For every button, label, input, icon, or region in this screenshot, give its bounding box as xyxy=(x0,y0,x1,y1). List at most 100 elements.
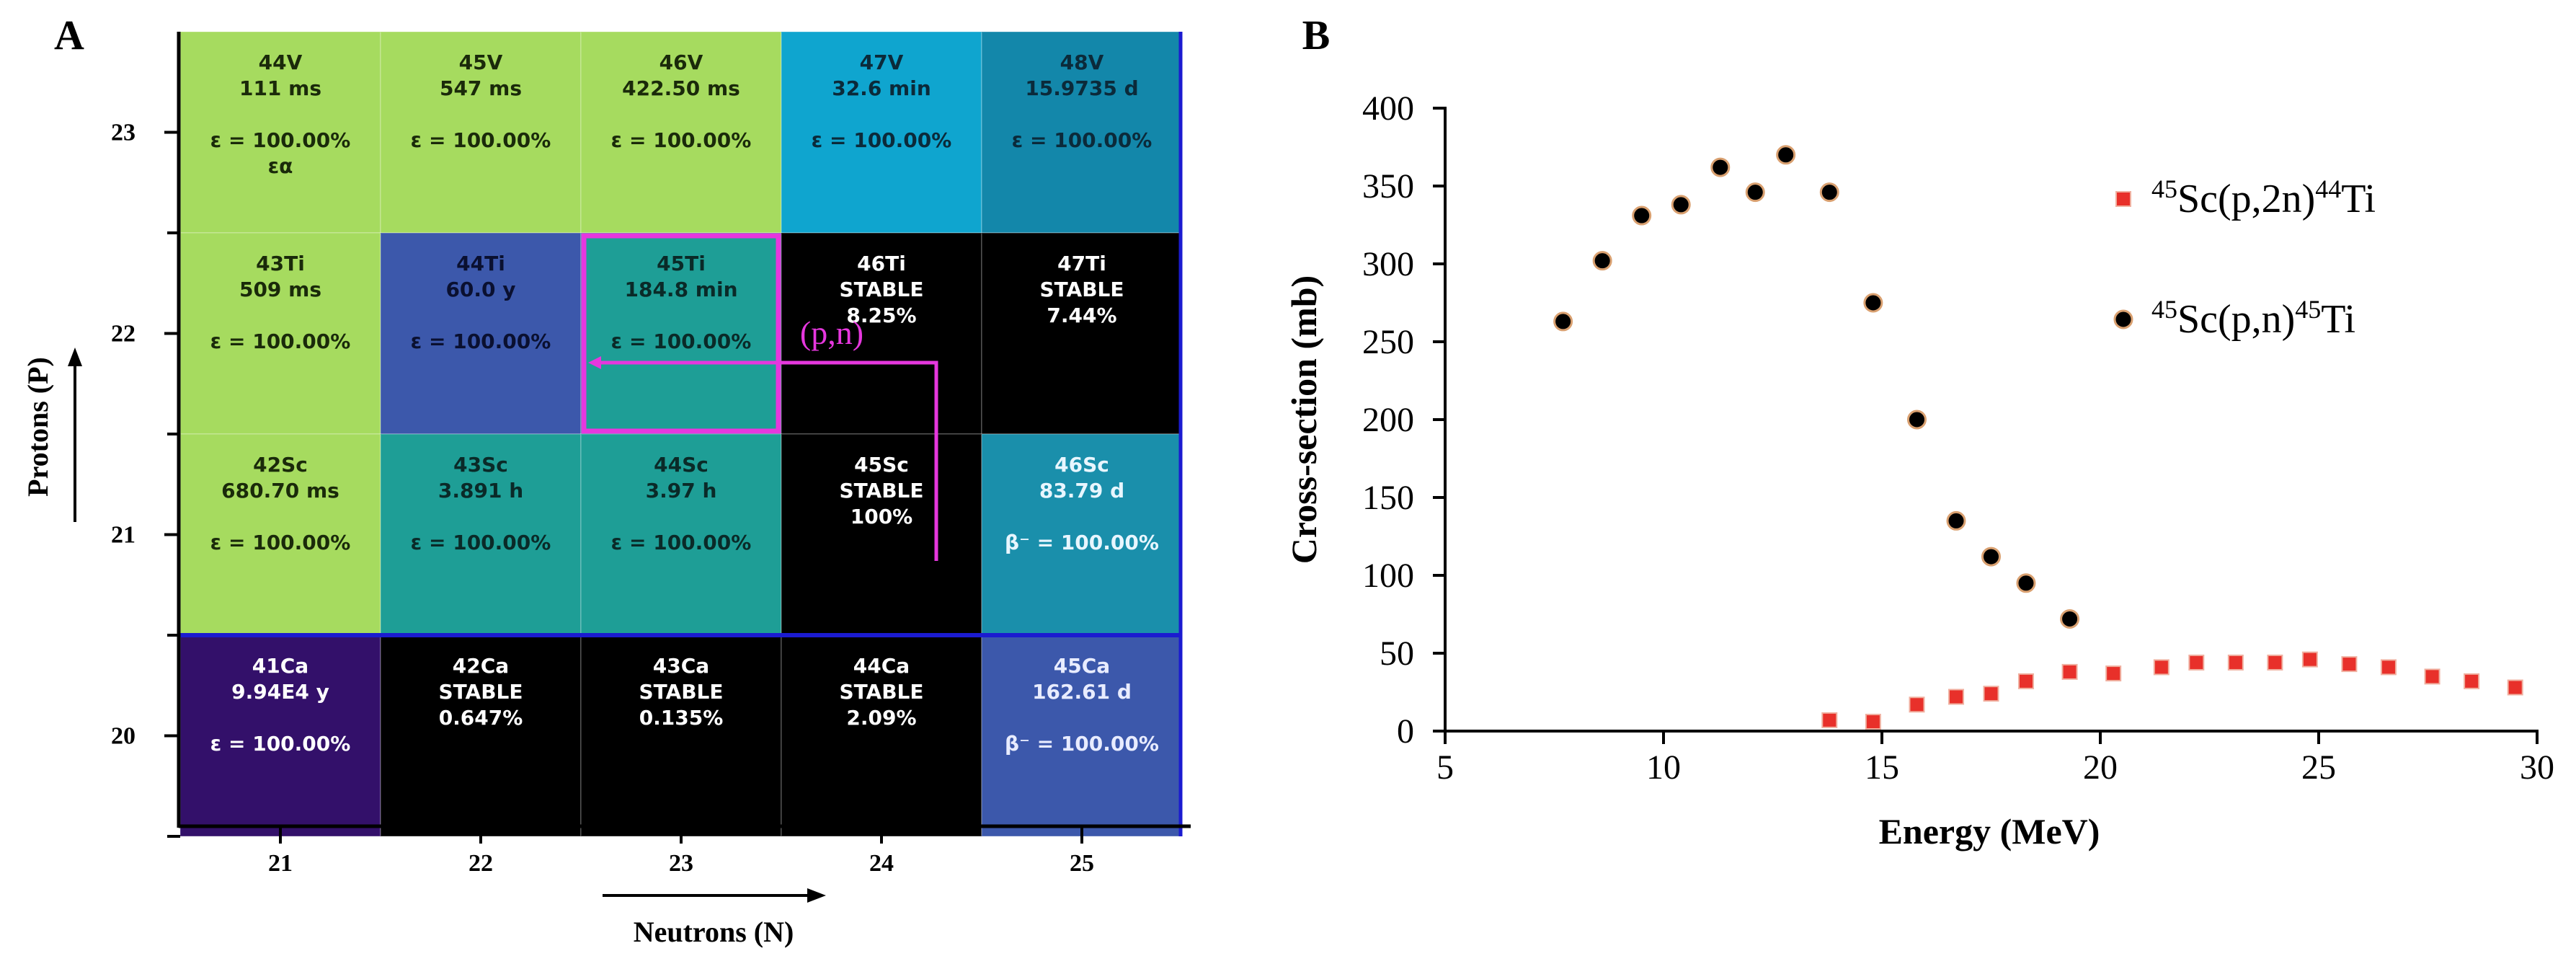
nuclide-name: 47Ti xyxy=(1057,252,1106,275)
pn-data-point xyxy=(1776,145,1796,165)
nuclide-cell-bg xyxy=(981,232,1183,435)
nuclide-property: ε = 100.00% xyxy=(210,531,351,554)
45ti-highlight-box xyxy=(581,233,781,434)
legend-text: Sc(p,2n) xyxy=(2177,177,2315,221)
x-tick-label: 23 xyxy=(669,850,693,877)
legend-text: Ti xyxy=(2341,177,2376,221)
b-y-tick-label: 350 xyxy=(1362,167,1414,205)
p2n-data-point xyxy=(2061,663,2078,680)
legend-superscript: 45 xyxy=(2295,295,2321,324)
b-y-axis-label: Cross-section (mb) xyxy=(1284,275,1324,564)
p2n-data-point xyxy=(2341,656,2358,673)
nuclide-property: 509 ms xyxy=(239,278,321,301)
nuclide-property: 8.25% xyxy=(846,304,916,327)
x-tick-label: 21 xyxy=(268,850,293,877)
nuclide-property: ε = 100.00% xyxy=(411,531,551,554)
nuclide-name: 43Ca xyxy=(653,654,709,678)
nuclide-name: 46Ti xyxy=(857,252,906,275)
b-x-tick-label: 15 xyxy=(1865,748,1899,787)
nuclide-cell-bg xyxy=(179,31,381,234)
nuclide-property: 32.6 min xyxy=(832,76,931,100)
nuclide-cell-bg xyxy=(380,31,582,234)
legend-label: 45Sc(p,2n)44Ti xyxy=(2151,174,2376,221)
nuclide-property: STABLE xyxy=(839,479,923,503)
nuclide-cell-bg xyxy=(781,634,982,837)
p2n-data-point xyxy=(2380,659,2397,676)
nuclide-cell-bg xyxy=(981,31,1183,234)
nuclide-property: 111 ms xyxy=(239,76,321,100)
legend-label: 45Sc(p,n)45Ti xyxy=(2151,295,2355,342)
reaction-arrow-line xyxy=(601,360,938,561)
x-tick-label: 25 xyxy=(1070,850,1094,877)
nuclide-property: 9.94E4 y xyxy=(231,680,329,704)
nuclide-property: 7.44% xyxy=(1047,304,1116,327)
pn-data-point xyxy=(1981,547,2001,567)
nuclide-property: ε = 100.00% xyxy=(611,128,752,152)
nuclide-cell: 44Ti 60.0 y ε = 100.00% xyxy=(380,232,582,435)
p2n-data-point xyxy=(1865,714,1881,730)
pn-data-point xyxy=(1946,510,1966,531)
y-tick-label: 23 xyxy=(111,120,136,146)
nuclide-property: ε = 100.00% xyxy=(411,329,551,353)
nuclide-cell-bg xyxy=(781,433,982,636)
nuclide-property: 83.79 d xyxy=(1039,479,1124,503)
p2n-data-point xyxy=(1948,689,1965,705)
b-x-tick-label: 30 xyxy=(2520,748,2554,787)
nuclide-cell-bg xyxy=(179,433,381,636)
panel-b-data-points xyxy=(1553,145,2523,730)
nuclide-property: 0.135% xyxy=(639,706,724,730)
reaction-highlight: (p,n) xyxy=(180,32,1183,836)
nuclide-cell-bg xyxy=(981,433,1183,636)
x-tick-label: 22 xyxy=(468,850,493,877)
nuclide-name: 42Sc xyxy=(253,453,308,477)
pn-data-point xyxy=(2016,573,2036,593)
nuclide-name: 45Sc xyxy=(854,453,909,477)
b-x-tick-label: 20 xyxy=(2083,748,2118,787)
legend-superscript: 44 xyxy=(2315,174,2341,203)
nuclide-property: 3.97 h xyxy=(646,479,717,503)
legend-square-marker xyxy=(2115,191,2131,207)
nuclide-name: 44Ti xyxy=(456,252,505,275)
pn-data-point xyxy=(1671,195,1691,215)
nuclide-name: 46Sc xyxy=(1054,453,1109,477)
pn-data-point xyxy=(1819,182,1839,203)
nuclide-cell-bg xyxy=(179,634,381,837)
nuclide-cell: 45Ti 184.8 min ε = 100.00% xyxy=(580,232,782,435)
b-y-tick-label: 400 xyxy=(1362,89,1414,128)
nuclide-cell-bg xyxy=(380,634,582,837)
reaction-arrow-head xyxy=(588,356,601,369)
nuclide-property: 680.70 ms xyxy=(221,479,339,503)
protons-arrow-head xyxy=(68,348,82,366)
nuclide-cell-bg xyxy=(580,31,782,234)
x-tick-label: 24 xyxy=(869,850,894,877)
p2n-data-point xyxy=(2507,679,2523,696)
legend-entry: 45Sc(p,n)45Ti xyxy=(2113,295,2355,342)
p2n-data-point xyxy=(2188,654,2205,671)
legend-superscript: 45 xyxy=(2151,295,2177,324)
nuclide-name: 42Ca xyxy=(453,654,509,678)
p2n-data-point xyxy=(2464,673,2480,689)
nuclide-cell-bg xyxy=(580,433,782,636)
b-y-tick-label: 200 xyxy=(1362,401,1414,439)
p2n-data-point xyxy=(2301,651,2318,668)
nuclide-property: STABLE xyxy=(438,680,523,704)
nuclide-property: STABLE xyxy=(839,680,923,704)
nuclide-property: ε = 100.00% xyxy=(611,329,752,353)
nuclide-name: 47V xyxy=(860,50,904,74)
nuclide-cell: 43Ti 509 ms ε = 100.00% xyxy=(179,232,381,435)
nuclide-property: ε = 100.00% xyxy=(812,128,952,152)
p2n-data-point xyxy=(2227,654,2244,671)
